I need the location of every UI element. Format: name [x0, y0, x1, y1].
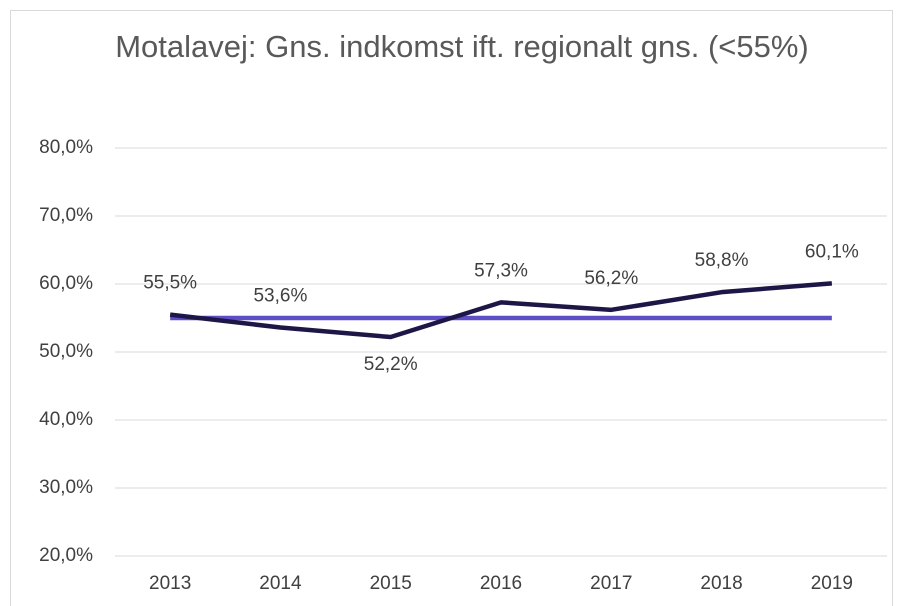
data-label: 55,5% [143, 273, 197, 294]
y-tick-label: 70,0% [39, 205, 93, 226]
y-tick-label: 80,0% [39, 137, 93, 158]
y-tick-label: 30,0% [39, 477, 93, 498]
y-tick-label: 60,0% [39, 273, 93, 294]
y-tick-label: 50,0% [39, 341, 93, 362]
chart-title: Motalavej: Gns. indkomst ift. regionalt … [115, 29, 809, 64]
x-tick-label: 2018 [700, 573, 742, 594]
chart-border [10, 10, 893, 606]
x-tick-label: 2015 [370, 573, 412, 594]
data-label: 52,2% [364, 354, 418, 375]
y-tick-label: 40,0% [39, 409, 93, 430]
data-label: 60,1% [805, 241, 859, 262]
x-tick-label: 2014 [259, 573, 302, 594]
x-tick-label: 2017 [590, 573, 632, 594]
data-label: 53,6% [253, 286, 307, 307]
data-label: 56,2% [584, 268, 638, 289]
x-tick-label: 2016 [480, 573, 522, 594]
x-tick-label: 2013 [149, 573, 191, 594]
y-tick-label: 20,0% [39, 545, 93, 566]
data-label: 58,8% [695, 250, 749, 271]
series-line [169, 281, 833, 340]
x-tick-label: 2019 [811, 573, 853, 594]
data-label: 57,3% [474, 260, 528, 281]
